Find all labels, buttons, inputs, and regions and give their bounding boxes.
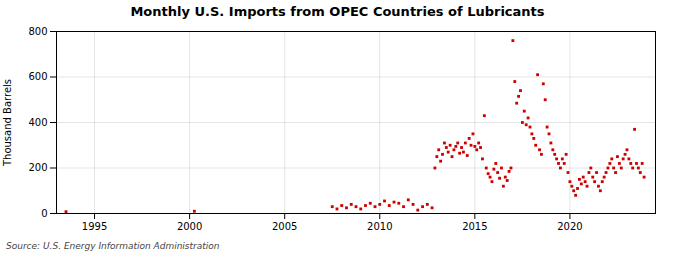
svg-text:2010: 2010 (367, 221, 392, 232)
svg-text:0: 0 (41, 208, 47, 219)
svg-text:200: 200 (28, 162, 47, 173)
svg-text:2000: 2000 (177, 221, 202, 232)
svg-text:Thousand Barrels: Thousand Barrels (2, 79, 13, 167)
svg-text:2005: 2005 (272, 221, 297, 232)
svg-text:800: 800 (28, 26, 47, 37)
svg-text:1995: 1995 (82, 221, 107, 232)
svg-text:2020: 2020 (557, 221, 582, 232)
svg-text:600: 600 (28, 71, 47, 82)
html-text:Monthly U.S. Imports from OPEC: Monthly U.S. Imports from OPEC Countries… (130, 4, 545, 19)
svg-text:400: 400 (28, 117, 47, 128)
svg-text:2015: 2015 (462, 221, 487, 232)
html-text:Source: U.S. Energy Informatio: Source: U.S. Energy Information Administ… (6, 241, 220, 251)
